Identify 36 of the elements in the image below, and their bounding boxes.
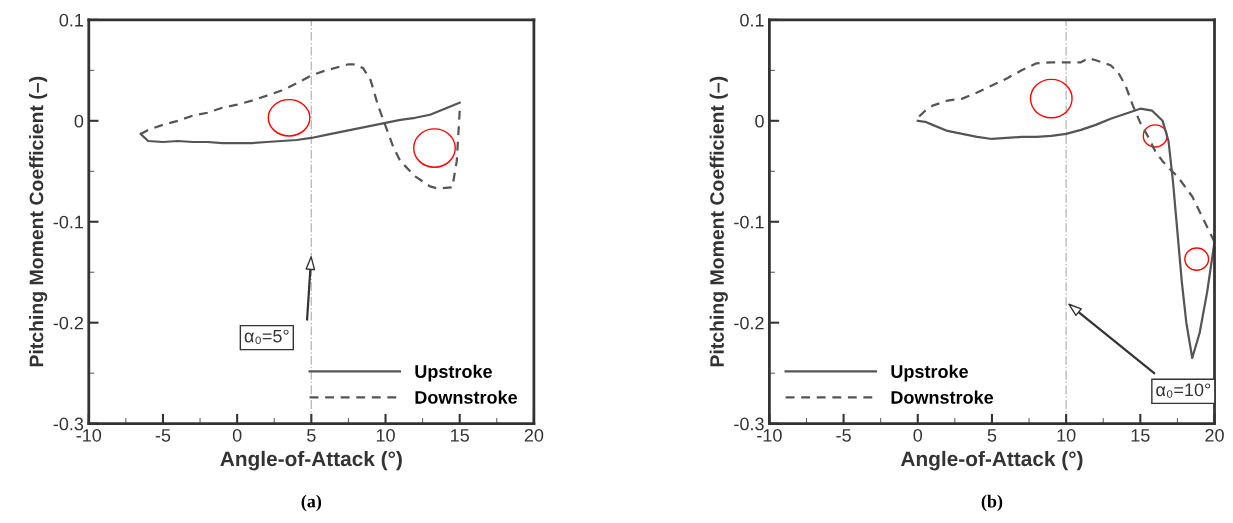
y-tick-label: 0 [74,114,84,128]
y-tick-label: 0.1 [740,13,764,27]
x-tick-label: 15 [451,429,469,442]
annotation: α₀=5° [244,329,289,344]
x-axis-title: Angle-of-Attack (°) [900,450,1083,471]
x-tick-label: 10 [376,428,395,442]
y-tick-label: -0.1 [734,215,764,229]
y-tick-label: -0.2 [53,316,84,330]
x-tick-label: -5 [155,429,171,442]
text: (b) [981,494,1003,512]
annotation: α₀=10° [1156,383,1211,398]
x-tick-label: -5 [836,429,851,442]
y-tick-label: -0.3 [53,417,84,431]
y-axis-title: Pitching Moment Coefficient (–) [29,76,48,367]
legend-label: Upstroke [415,364,492,382]
legend-label: Upstroke [891,364,969,382]
x-axis-title: Angle-of-Attack (°) [220,450,402,471]
y-axis-title: Pitching Moment Coefficient (–) [709,76,728,367]
y-tick-label: -0.3 [734,417,764,431]
x-tick-label: 20 [524,428,544,442]
x-tick-label: -10 [76,428,102,442]
text: (a) [301,494,322,512]
legend-label: Downstroke [891,390,994,404]
y-tick-label: -0.2 [734,316,764,330]
y-tick-label: 0 [755,114,764,128]
x-tick-label: 5 [307,429,316,442]
x-tick-label: -10 [757,428,782,442]
x-tick-label: 5 [987,429,997,442]
y-tick-label: -0.1 [53,215,84,229]
y-tick-label: 0.1 [59,13,84,27]
x-tick-label: 10 [1057,428,1076,442]
x-tick-label: 0 [913,428,923,442]
x-tick-label: 15 [1131,429,1150,442]
x-tick-label: 0 [232,428,242,442]
x-tick-label: 20 [1205,428,1224,442]
legend-label: Downstroke [415,390,518,404]
